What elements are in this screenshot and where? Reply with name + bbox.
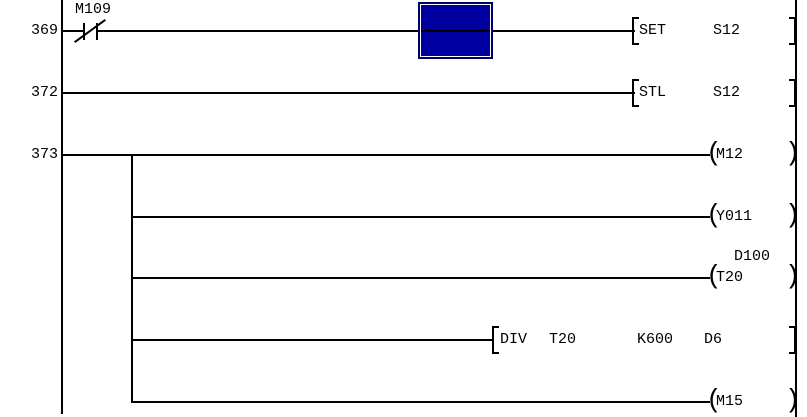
wire-branch-m15 [131,401,710,403]
coil-close-paren: ) [785,138,801,168]
instruction-op: DIV [500,331,528,348]
open-bracket [492,326,499,354]
contact-left-bar [83,23,85,40]
coil-close-paren: ) [785,261,801,291]
coil-t20[interactable]: ( T20 ) [706,261,801,291]
open-bracket [632,79,639,107]
close-bracket [789,326,796,354]
coil-y011[interactable]: ( Y011 ) [706,200,801,230]
coil-close-paren: ) [785,200,801,230]
coil-open-paren: ( [706,138,722,168]
instruction-op: STL [639,84,667,101]
instruction-op: SET [639,22,667,39]
instruction-operand: S12 [713,22,741,39]
open-bracket [632,17,639,45]
right-power-rail [795,0,797,417]
wire-373-main [61,154,710,156]
coil-open-paren: ( [706,385,722,415]
left-power-rail [61,0,63,414]
close-bracket [789,79,796,107]
coil-m15[interactable]: ( M15 ) [706,385,801,415]
wire-369-left [61,30,85,32]
stl-instruction[interactable]: STL S12 [632,79,796,107]
contact-right-bar [96,23,98,40]
nc-contact-m109[interactable]: M109 [71,2,113,44]
wire-372-main [61,92,635,94]
rung-369-step-number: 369 [30,22,58,39]
wire-369-main [98,30,635,32]
coil-open-paren: ( [706,200,722,230]
close-bracket [789,17,796,45]
rung-373-step-number: 373 [30,146,58,163]
wire-369-through-cursor [421,30,490,32]
coil-m12[interactable]: ( M12 ) [706,138,801,168]
rung-372-step-number: 372 [30,84,58,101]
instruction-source1: T20 [549,331,577,348]
div-instruction[interactable]: DIV T20 K600 D6 [492,326,796,354]
coil-label: T20 [716,269,744,286]
set-instruction[interactable]: SET S12 [632,17,796,45]
instruction-source2: K600 [637,331,674,348]
coil-close-paren: ) [785,385,801,415]
wire-branch-t20 [131,277,710,279]
contact-label: M109 [75,1,112,18]
coil-label: Y011 [716,208,753,225]
coil-open-paren: ( [706,261,722,291]
instruction-dest: D6 [704,331,723,348]
instruction-operand: S12 [713,84,741,101]
t20-preset-label: D100 [734,248,771,265]
wire-branch-div [131,339,494,341]
coil-label: M15 [716,393,744,410]
coil-label: M12 [716,146,744,163]
wire-branch-y011 [131,216,710,218]
